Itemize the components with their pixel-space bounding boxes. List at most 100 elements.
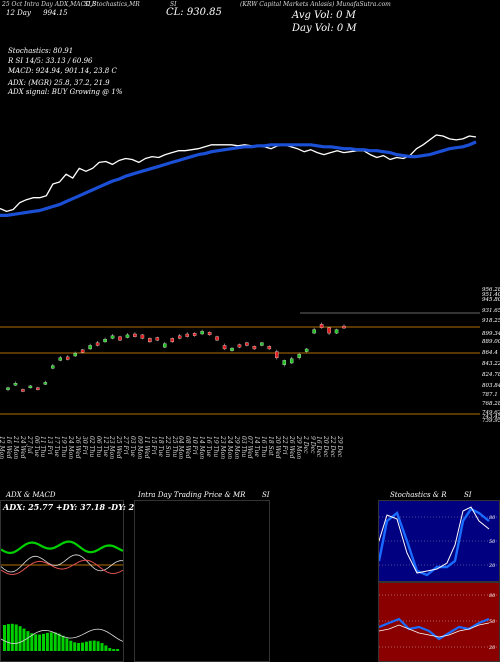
date-axis-label: 06 Tue <box>32 436 40 457</box>
date-axis-label: 27 Fri <box>122 436 130 455</box>
candle-body <box>163 343 167 348</box>
macd-bar <box>92 640 96 651</box>
header-open: 12 Day 994.15 <box>6 9 68 17</box>
company-name: (KRW Capital Markets Anlasis) MunafaSutr… <box>240 1 391 8</box>
candle-body <box>103 339 107 343</box>
candle-body <box>133 333 137 337</box>
rsi-level-label: 50 <box>489 619 496 625</box>
macd-bar <box>104 645 108 651</box>
rsi-lines: 80 50 20 <box>379 593 499 651</box>
price-axis-label: 824.78 <box>482 372 500 378</box>
candle-body <box>36 387 40 390</box>
candle-body <box>118 336 122 341</box>
price-axis-label: 803.84 <box>482 383 500 389</box>
macd-bar <box>77 642 81 651</box>
candle-body <box>200 331 204 335</box>
adx-lines <box>1 540 123 651</box>
candle-body <box>312 329 316 334</box>
date-axis-label: 14 Tue <box>253 436 261 457</box>
date-axis-label: 17 Tue <box>53 436 61 457</box>
date-axis-label: 13 Fri <box>46 436 54 455</box>
header-left-line1: 25 Oct Intra Day ADX,MACD,B <box>2 1 97 8</box>
candle-body <box>125 334 130 338</box>
date-axis-label: 07 Wed <box>246 436 254 459</box>
candle-body <box>334 329 339 334</box>
price-axis-label: 918.25 <box>482 318 500 324</box>
date-axis: 12 Mon 16 Wed 21 Mon 24 Wed 27 Jul 06 Tue 11 T… <box>0 432 480 492</box>
candle-body <box>58 357 63 361</box>
candle-body <box>282 360 287 365</box>
candle-body <box>21 389 25 392</box>
date-axis-label: 02 Thu <box>87 436 95 458</box>
candle-body <box>252 346 257 350</box>
date-axis-label: 09 Mon <box>136 436 143 460</box>
candle-body <box>275 351 279 358</box>
date-axis-label: 16 Dec <box>315 436 323 458</box>
candle-body <box>6 387 10 390</box>
date-axis-label: 22 Sun <box>163 436 171 458</box>
date-axis-label: 29 Dec <box>336 436 344 458</box>
candle-body <box>13 383 18 386</box>
price-axis-label: 951.40 <box>482 292 500 298</box>
stoch-panel-title: Stochastics & R <box>390 491 447 499</box>
date-axis-label: 10 Fri <box>191 436 199 455</box>
price-ma-chart <box>0 134 477 217</box>
adx-line <box>1 554 123 573</box>
candle-body <box>319 324 324 328</box>
date-axis-label: 24 Wed <box>18 436 26 459</box>
candle-body <box>215 336 219 341</box>
date-axis-label: 16 Tue <box>205 436 212 457</box>
macd-bar <box>69 640 73 651</box>
rsi-level-label: 20 <box>488 645 496 651</box>
date-axis-label: 18 Tue <box>156 436 164 457</box>
macd-bar <box>116 649 120 651</box>
rsi-level-label: 80 <box>489 593 496 599</box>
candle-body <box>237 344 242 348</box>
candle-body <box>88 345 92 350</box>
candle-body <box>192 332 197 336</box>
candle-body <box>28 385 33 389</box>
date-axis-label: 19 Thu <box>60 436 68 458</box>
intraday-si: SI <box>262 491 270 499</box>
candle-body <box>65 356 70 360</box>
price-line <box>0 134 477 213</box>
rsi-readout: R SI 14/5: 33.13 / 60.96 <box>8 57 93 65</box>
date-axis-label: 20 Wed <box>274 436 281 459</box>
candle-body <box>155 337 160 341</box>
macd-bar <box>49 632 53 651</box>
candle-body <box>297 354 301 358</box>
macd-bar <box>30 633 34 651</box>
date-axis-label: 23 Mon <box>108 436 116 460</box>
macd-bar <box>112 649 116 651</box>
candle-body <box>95 342 100 346</box>
date-axis-label: 16 Thu <box>260 436 268 458</box>
date-axis-label: 27 Jul <box>25 436 33 454</box>
date-axis-label: 18 Sat <box>267 436 275 456</box>
price-axis-label: 743.45 <box>482 414 500 420</box>
date-axis-label: 12 Tue <box>101 436 109 457</box>
date-axis-label: 23 Mon <box>218 436 226 460</box>
macd-bar <box>61 635 65 651</box>
rsi-panel: 80 50 20 <box>378 582 500 662</box>
date-axis-label: 2 Dec <box>301 436 309 454</box>
date-axis-label: 15 Fri <box>149 436 157 455</box>
date-axis-label: 19 Thu <box>211 436 219 458</box>
date-axis-label: 26 Wed <box>287 436 295 459</box>
date-axis-label: 08 Wed <box>184 436 192 459</box>
candle-body <box>327 327 331 334</box>
price-axis-label: 956.28 <box>482 287 500 293</box>
date-axis-label: 04 Mon <box>177 436 185 460</box>
macd-bar <box>88 640 92 651</box>
avg-vol: Avg Vol: 0 M <box>292 10 356 21</box>
macd-bar <box>22 628 26 651</box>
date-axis-label: 14 Mon <box>198 436 206 460</box>
header-mid-label: SI,Stochastics,MR <box>84 1 140 8</box>
date-axis-label: 06 Thu <box>94 436 102 458</box>
date-axis-label: 11 Thu <box>39 436 47 458</box>
macd-bar <box>84 641 88 651</box>
date-axis-label: 03 Tue <box>129 436 137 457</box>
macd-bar <box>81 642 84 651</box>
date-axis-label: 25 Thu <box>170 436 178 458</box>
candle-body <box>170 338 175 343</box>
